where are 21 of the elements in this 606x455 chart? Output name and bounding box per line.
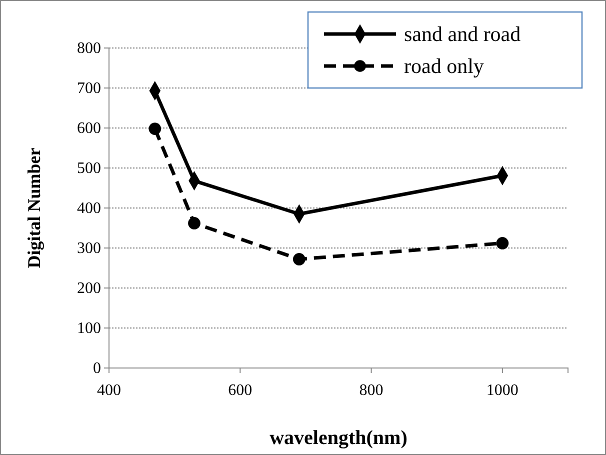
y-tick-label: 600 (77, 120, 101, 138)
y-tick-label: 800 (77, 40, 101, 58)
y-tick-label: 200 (77, 280, 101, 298)
x-tick-label: 1000 (486, 382, 518, 400)
y-tick-label: 0 (93, 360, 101, 378)
point (188, 217, 200, 230)
point (148, 122, 162, 135)
point (496, 237, 509, 250)
y-tick-label: 300 (77, 240, 101, 258)
legend-label: sand and road (404, 22, 522, 46)
x-tick-label: 600 (228, 382, 252, 400)
y-tick-label: 100 (77, 320, 101, 338)
legend-label: road only (404, 54, 484, 78)
x-tick-label: 400 (97, 382, 121, 400)
y-tick-label: 400 (77, 200, 101, 218)
x-axis-title: wavelength(nm) (270, 427, 408, 449)
x-tick-label: 800 (359, 382, 384, 400)
y-tick-label: 500 (77, 160, 101, 178)
y-axis-title: Digital Number (24, 148, 44, 268)
y-tick-label: 700 (77, 80, 101, 98)
point (292, 253, 306, 266)
